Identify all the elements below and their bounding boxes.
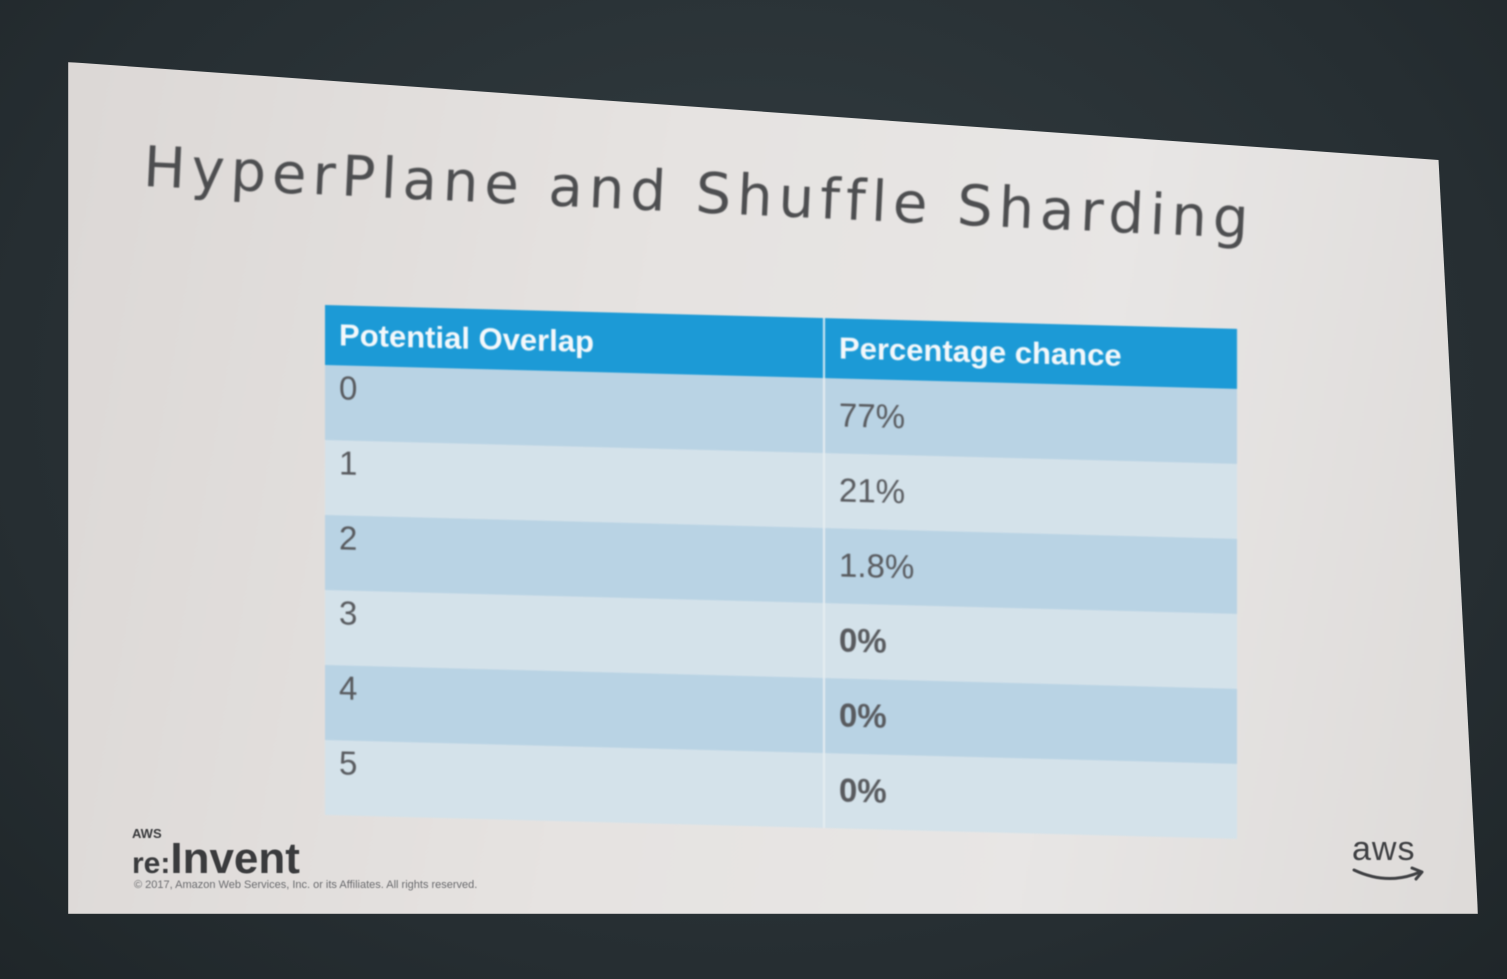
- overlap-cell: 0: [325, 365, 824, 454]
- logo-aws-small-text: AWS: [132, 826, 162, 841]
- header-percentage-chance: Percentage chance: [824, 318, 1237, 389]
- logo-re-text: re:: [132, 847, 171, 880]
- copyright-text: © 2017, Amazon Web Services, Inc. or its…: [134, 879, 478, 891]
- chance-cell: 0%: [824, 603, 1237, 689]
- chance-cell: 77%: [824, 378, 1237, 464]
- logo-invent-text: Invent: [170, 834, 300, 883]
- overlap-cell: 1: [325, 440, 824, 529]
- aws-smile-icon: [1352, 866, 1424, 881]
- aws-logo: aws: [1350, 830, 1430, 888]
- chance-cell: 1.8%: [824, 528, 1237, 614]
- chance-cell: 21%: [824, 453, 1237, 539]
- chance-cell: 0%: [824, 753, 1237, 839]
- aws-logo-text: aws: [1352, 830, 1416, 868]
- overlap-cell: 4: [325, 665, 824, 754]
- overlap-cell: 3: [325, 590, 824, 679]
- logo-wordmark: re:Invent: [132, 834, 300, 884]
- overlap-cell: 2: [325, 515, 824, 604]
- overlap-table: Potential Overlap Percentage chance 0 77…: [325, 305, 1237, 839]
- overlap-cell: 5: [325, 740, 824, 829]
- chance-cell: 0%: [824, 678, 1237, 764]
- overlap-table-container: Potential Overlap Percentage chance 0 77…: [325, 305, 1237, 839]
